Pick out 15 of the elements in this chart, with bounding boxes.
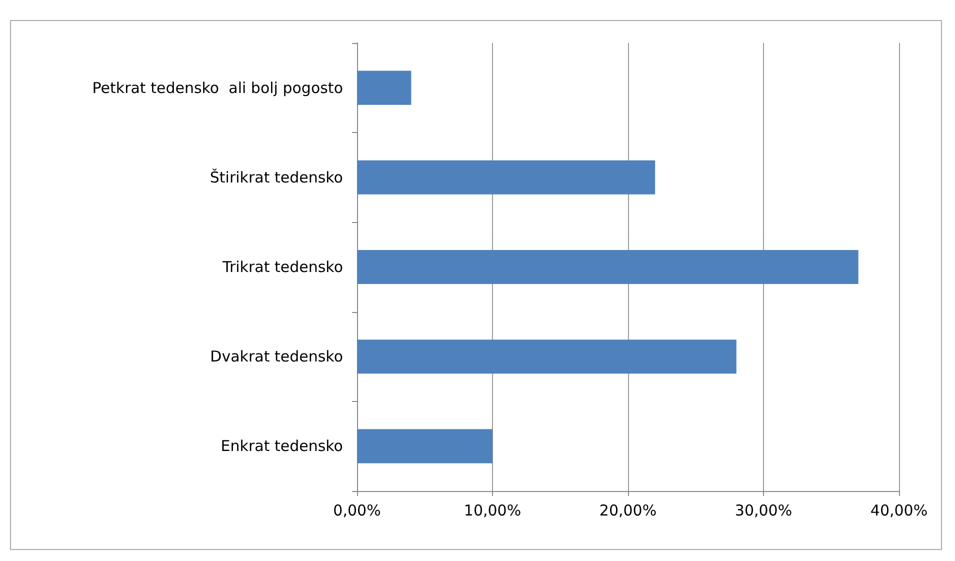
y-tick-label: Enkrat tedensko (220, 437, 343, 456)
bar (357, 250, 858, 284)
x-tick-label: 0,00% (333, 502, 381, 520)
x-tick-label: 20,00% (599, 502, 657, 520)
bar (357, 429, 492, 464)
bar (357, 160, 656, 194)
bar (357, 340, 736, 374)
y-tick-label: Petkrat tedensko ali bolj pogosto (92, 78, 343, 97)
x-tick-label: 10,00% (464, 502, 522, 520)
y-tick-label: Dvakrat tedensko (210, 348, 343, 366)
x-tick-label: 30,00% (734, 502, 792, 520)
y-tick-label: Štirikrat tedensko (210, 168, 343, 186)
bar (357, 70, 412, 105)
y-tick-label: Trikrat tedensko (222, 258, 343, 276)
x-tick-label: 40,00% (870, 502, 928, 520)
